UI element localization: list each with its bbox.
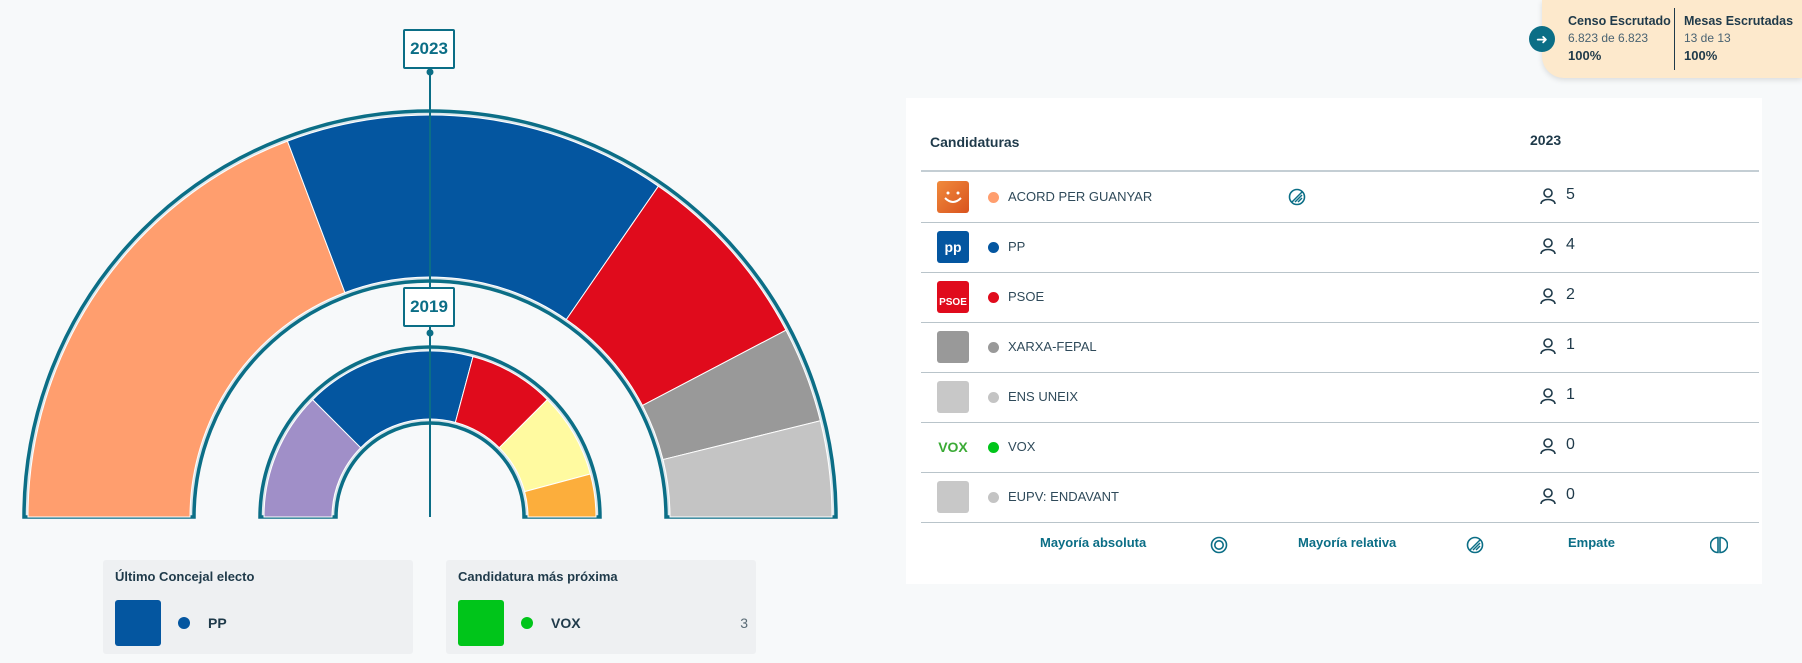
censo-column: Censo Escrutado 6.823 de 6.823 100% [1568,14,1671,63]
header-year: 2023 [1530,132,1562,148]
candidatura-proxima-party: VOX [551,615,581,631]
ultimo-concejal-swatch [115,600,161,646]
year-marker-dot [426,329,434,337]
table-row[interactable]: EUPV: ENDAVANT 0 [921,472,1759,523]
person-icon [1539,487,1557,510]
party-logo [937,331,969,363]
table-row[interactable]: ACORD PER GUANYAR 5 [921,172,1759,223]
table-row[interactable]: XARXA-FEPAL 1 [921,322,1759,373]
seats-count: 1 [1566,386,1575,403]
ring-2023-segment-ens-uneix [662,420,833,518]
table-row[interactable]: PSOE PSOE 2 [921,272,1759,323]
escrutinio-panel: ➜ Censo Escrutado 6.823 de 6.823 100% Me… [1529,0,1802,78]
person-icon [1539,187,1557,210]
party-color-dot [988,192,999,203]
ultimo-concejal-card: Último Concejal electo PP [103,560,413,654]
ultimo-concejal-title: Último Concejal electo [115,569,255,584]
ultimo-concejal-party: PP [208,615,227,631]
header-divider [921,170,1759,172]
mesas-column: Mesas Escrutadas 13 de 13 100% [1684,14,1793,63]
party-color-dot [988,292,999,303]
year-label-2019: 2019 [403,287,455,327]
legend-mayoria-relativa: Mayoría relativa [1298,535,1397,550]
seats-count: 4 [1566,236,1575,253]
ring-2023-segment-acord-per-guanyar [27,140,346,518]
seats-count: 0 [1566,486,1575,503]
person-icon [1539,437,1557,460]
person-icon [1539,287,1557,310]
mesas-detail: 13 de 13 [1684,31,1731,45]
seats-count: 5 [1566,186,1575,203]
party-name: VOX [1008,439,1036,454]
censo-detail: 6.823 de 6.823 [1568,31,1649,45]
party-logo [937,481,969,513]
candidatura-proxima-dot [521,617,533,629]
party-name: XARXA-FEPAL [1008,339,1097,354]
candidatura-proxima-card: Candidatura más próxima VOX 3 [446,560,756,654]
party-color-dot [988,342,999,353]
party-name: PP [1008,239,1026,254]
mayoria-relativa-icon [1466,536,1484,554]
seats-count: 2 [1566,286,1575,303]
table-row[interactable]: VOX VOX 0 [921,422,1759,473]
table-row[interactable]: ENS UNEIX 1 [921,372,1759,423]
legend-mayoria-absoluta: Mayoría absoluta [1040,535,1147,550]
party-color-dot [988,392,999,403]
mayoria-relativa-icon [1288,188,1306,211]
hemicycle-chart [22,68,838,519]
mesas-label: Mesas Escrutadas [1684,14,1794,28]
ring-2019-segment-party-5 [524,473,597,518]
person-icon [1539,237,1557,260]
candidatura-proxima-title: Candidatura más próxima [458,569,618,584]
party-logo [937,181,969,213]
mayoria-absoluta-icon [1210,536,1228,554]
party-logo: PSOE [937,281,969,313]
year-label-2023: 2023 [403,29,455,69]
candidatura-proxima-swatch [458,600,504,646]
censo-label: Censo Escrutado [1568,14,1671,28]
party-logo [937,381,969,413]
seats-count: 0 [1566,436,1575,453]
divider [1674,8,1675,70]
ultimo-concejal-dot [178,617,190,629]
legend-empate: Empate [1568,535,1615,550]
party-logo: pp [937,231,969,263]
seats-count: 1 [1566,336,1575,353]
arrow-right-icon[interactable]: ➜ [1529,26,1555,52]
party-name: PSOE [1008,289,1045,304]
party-logo: VOX [938,439,968,455]
party-name: ACORD PER GUANYAR [1008,189,1153,204]
header-candidaturas: Candidaturas [930,134,1020,150]
candidaturas-table: Candidaturas 2023 ACORD PER GUANYAR 5 pp PP… [906,98,1762,584]
mesas-pct: 100% [1684,48,1718,63]
person-icon [1539,337,1557,360]
table-row[interactable]: pp PP 4 [921,222,1759,273]
party-name: EUPV: ENDAVANT [1008,489,1120,504]
person-icon [1539,387,1557,410]
party-color-dot [988,492,999,503]
party-color-dot [988,242,999,253]
censo-pct: 100% [1568,48,1602,63]
ring-2023-segment-pp [286,114,660,321]
party-color-dot [988,442,999,453]
candidatura-proxima-value: 3 [740,615,748,631]
empate-icon [1710,536,1728,554]
party-name: ENS UNEIX [1008,389,1079,404]
year-marker-dot [426,68,434,76]
